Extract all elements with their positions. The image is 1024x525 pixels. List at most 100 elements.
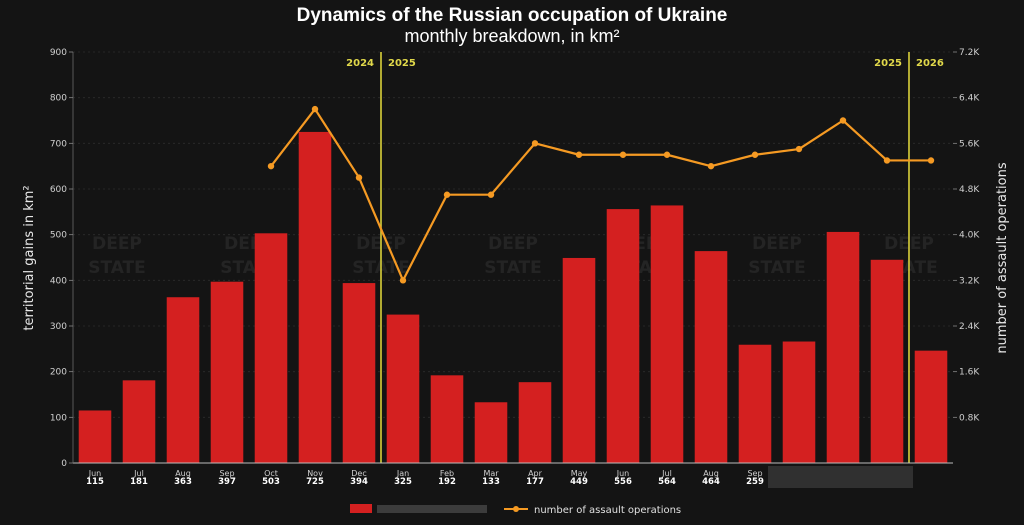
bar-value-label: 449 (570, 477, 588, 487)
bar (430, 375, 464, 463)
x-tick-label: Oct (264, 469, 278, 478)
bar (782, 341, 816, 463)
y-tick-label: 600 (50, 185, 67, 195)
bar (298, 131, 332, 463)
y2-tick-label: 6.4K (959, 94, 980, 104)
bar-value-label: 133 (482, 477, 500, 487)
x-tick-label: Sep (219, 469, 234, 478)
line-point (487, 191, 495, 198)
x-tick-label: Aug (703, 469, 719, 478)
x-tick-label: May (571, 469, 588, 478)
watermark-text: DEEP (92, 234, 142, 254)
bar (166, 297, 200, 463)
y2-tick-label: 5.6K (959, 139, 980, 149)
legend-bar-swatch (350, 504, 372, 513)
y-tick-label: 300 (50, 322, 67, 332)
y-tick-label: 900 (50, 48, 67, 58)
x-tick-label: Sep (747, 469, 762, 478)
bar (386, 314, 420, 463)
bar-value-label: 177 (526, 477, 544, 487)
y2-axis-label: number of assault operations (995, 162, 1010, 354)
y-tick-label: 800 (50, 94, 67, 104)
y2-tick-label: 0.8K (959, 413, 980, 423)
y-axis-ticks: 0 100 200 300 400 500 600 700 800 900 (50, 48, 73, 469)
watermark-text: STATE (484, 258, 542, 278)
year-divider-left-label: 2025 (874, 58, 902, 69)
line-point (355, 174, 363, 181)
x-tick-label: Aug (175, 469, 191, 478)
x-tick-label: Nov (307, 469, 323, 478)
x-tick-label: Jan (396, 469, 409, 478)
y-tick-label: 100 (50, 413, 67, 423)
y2-tick-label: 3.2K (959, 276, 980, 286)
y-tick-label: 200 (50, 368, 67, 378)
bar (826, 231, 860, 463)
bar (342, 283, 376, 463)
bar-value-label: 181 (130, 477, 148, 487)
bar (122, 380, 156, 463)
bar (870, 259, 904, 463)
bar-series (78, 131, 948, 463)
bar-value-label: 325 (394, 477, 412, 487)
y-tick-label: 500 (50, 231, 67, 241)
bar (518, 382, 552, 463)
bar (210, 281, 244, 463)
x-tick-label: Jun (616, 469, 630, 478)
line-point (267, 162, 275, 170)
legend: number of assault operations (350, 504, 681, 516)
bar (562, 257, 596, 463)
x-tick-label: Jul (661, 469, 672, 478)
year-divider-right-label: 2026 (916, 58, 944, 69)
line-point (927, 157, 935, 164)
y-tick-label: 400 (50, 276, 67, 286)
y2-tick-label: 7.2K (959, 48, 980, 58)
x-tick-label: Feb (440, 469, 454, 478)
bar (78, 410, 112, 463)
line-point (663, 151, 671, 158)
year-divider-right-label: 2025 (388, 58, 416, 69)
line-point (839, 117, 847, 124)
legend-bar-label-blurred (377, 505, 487, 513)
bar (694, 251, 728, 463)
bar (474, 402, 508, 463)
bar (650, 205, 684, 463)
bar-value-label: 564 (658, 477, 676, 487)
chart-title: Dynamics of the Russian occupation of Uk… (297, 5, 728, 26)
line-point (707, 162, 715, 170)
bar-value-label: 259 (746, 477, 764, 487)
y2-tick-label: 2.4K (959, 322, 980, 332)
x-axis-labels: Jun115Jul181Aug363Sep397Oct503Nov725Dec3… (86, 469, 764, 487)
y2-tick-label: 4.8K (959, 185, 980, 195)
line-point (795, 145, 803, 153)
y2-axis-ticks: 0.8K 1.6K 2.4K 3.2K 4.0K 4.8K 5.6K 6.4K 7.2K (953, 48, 980, 423)
line-series (267, 105, 935, 284)
bar-value-label: 397 (218, 477, 236, 487)
bar-value-label: 115 (86, 477, 104, 487)
bar-value-label: 725 (306, 477, 324, 487)
x-tick-label: Jul (133, 469, 144, 478)
x-tick-label: Jun (88, 469, 102, 478)
y2-tick-label: 4.0K (959, 231, 980, 241)
y-tick-label: 0 (61, 459, 67, 469)
bar (606, 209, 640, 463)
y-axis-label: territorial gains in km² (22, 185, 37, 330)
legend-line-marker (513, 506, 519, 512)
line-point (443, 191, 451, 198)
watermark-text: DEEP (752, 234, 802, 254)
x-tick-label: Apr (528, 469, 543, 478)
line-point (531, 140, 539, 147)
bar-value-label: 394 (350, 477, 368, 487)
watermark-text: STATE (88, 258, 146, 278)
bar-value-label: 363 (174, 477, 192, 487)
bar-value-label: 556 (614, 477, 632, 487)
watermark-text: DEEP (488, 234, 538, 254)
bar-value-label: 464 (702, 477, 720, 487)
chart-subtitle: monthly breakdown, in km² (404, 26, 619, 46)
line-point (575, 151, 583, 158)
assault-operations-line (270, 107, 931, 282)
legend-line-label: number of assault operations (534, 505, 681, 516)
line-point (399, 277, 407, 284)
x-tick-label: Dec (351, 469, 366, 478)
bar (914, 350, 948, 463)
